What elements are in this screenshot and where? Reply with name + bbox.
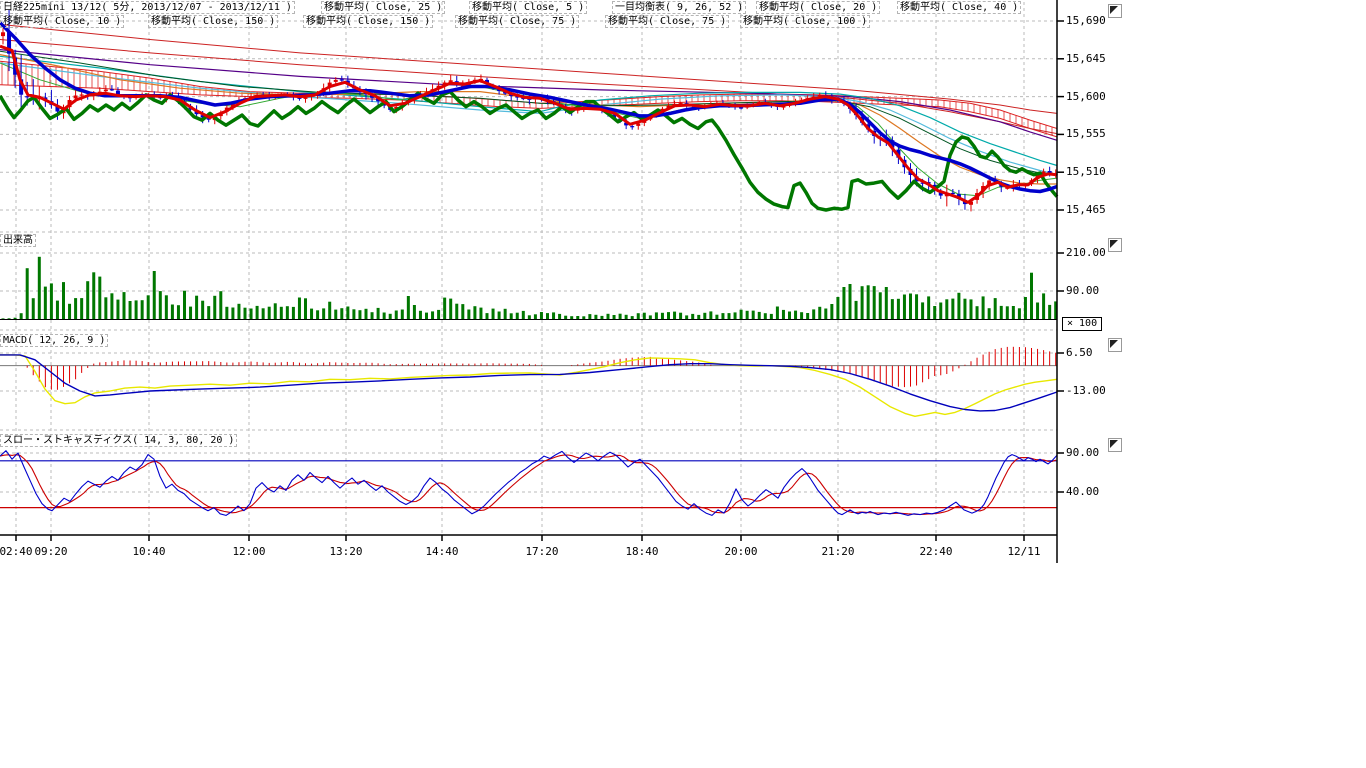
legend-item: 移動平均( Close, 100 ) (740, 15, 870, 28)
legend-item: 移動平均( Close, 75 ) (605, 15, 729, 28)
volume-panel-label: 出来高 (0, 234, 36, 247)
macd-axis-label: 6.50 (1066, 347, 1093, 358)
volume-axis-label: 90.00 (1066, 285, 1099, 296)
macd-axis-label: -13.00 (1066, 385, 1106, 396)
time-axis-label: 10:40 (132, 546, 165, 557)
time-axis-label: 18:40 (625, 546, 658, 557)
price-panel-resize-icon[interactable] (1108, 4, 1122, 18)
legend-item: 移動平均( Close, 150 ) (303, 15, 433, 28)
time-axis-label: 02:40 (0, 546, 33, 557)
time-axis-label: 21:20 (821, 546, 854, 557)
legend-item: 移動平均( Close, 10 ) (0, 15, 124, 28)
time-axis-label: 17:20 (525, 546, 558, 557)
time-axis-label: 13:20 (329, 546, 362, 557)
price-axis-label: 15,555 (1066, 128, 1106, 139)
legend-item: 移動平均( Close, 150 ) (148, 15, 278, 28)
chart-canvas (0, 0, 1366, 768)
time-axis-label: 14:40 (425, 546, 458, 557)
time-axis-label: 12:00 (232, 546, 265, 557)
chart-title: 日経225mini 13/12( 5分, 2013/12/07 - 2013/1… (0, 1, 295, 14)
price-axis-label: 15,645 (1066, 53, 1106, 64)
time-axis-label: 09:20 (34, 546, 67, 557)
legend-item: 一目均衡表( 9, 26, 52 ) (612, 1, 746, 14)
macd-panel-label: MACD( 12, 26, 9 ) (0, 334, 108, 347)
price-axis-label: 15,690 (1066, 15, 1106, 26)
legend-item: 移動平均( Close, 75 ) (455, 15, 579, 28)
price-axis-label: 15,465 (1066, 204, 1106, 215)
legend-item: 移動平均( Close, 20 ) (756, 1, 880, 14)
stoch-axis-label: 90.00 (1066, 447, 1099, 458)
volume-axis-label: 210.00 (1066, 247, 1106, 258)
price-axis-label: 15,600 (1066, 91, 1106, 102)
time-axis-label: 22:40 (919, 546, 952, 557)
legend-item: 移動平均( Close, 25 ) (321, 1, 445, 14)
trading-chart-window: 出来高 MACD( 12, 26, 9 ) スロー・ストキャスティクス( 14,… (0, 0, 1366, 768)
volume-panel-resize-icon[interactable] (1108, 238, 1122, 252)
legend-item: 移動平均( Close, 5 ) (469, 1, 587, 14)
volume-multiplier-badge: × 100 (1062, 317, 1102, 331)
stoch-panel-label: スロー・ストキャスティクス( 14, 3, 80, 20 ) (0, 434, 237, 447)
stoch-axis-label: 40.00 (1066, 486, 1099, 497)
price-axis-label: 15,510 (1066, 166, 1106, 177)
time-axis-label: 12/11 (1007, 546, 1040, 557)
macd-panel-resize-icon[interactable] (1108, 338, 1122, 352)
legend-item: 移動平均( Close, 40 ) (897, 1, 1021, 14)
time-axis-label: 20:00 (724, 546, 757, 557)
stoch-panel-resize-icon[interactable] (1108, 438, 1122, 452)
